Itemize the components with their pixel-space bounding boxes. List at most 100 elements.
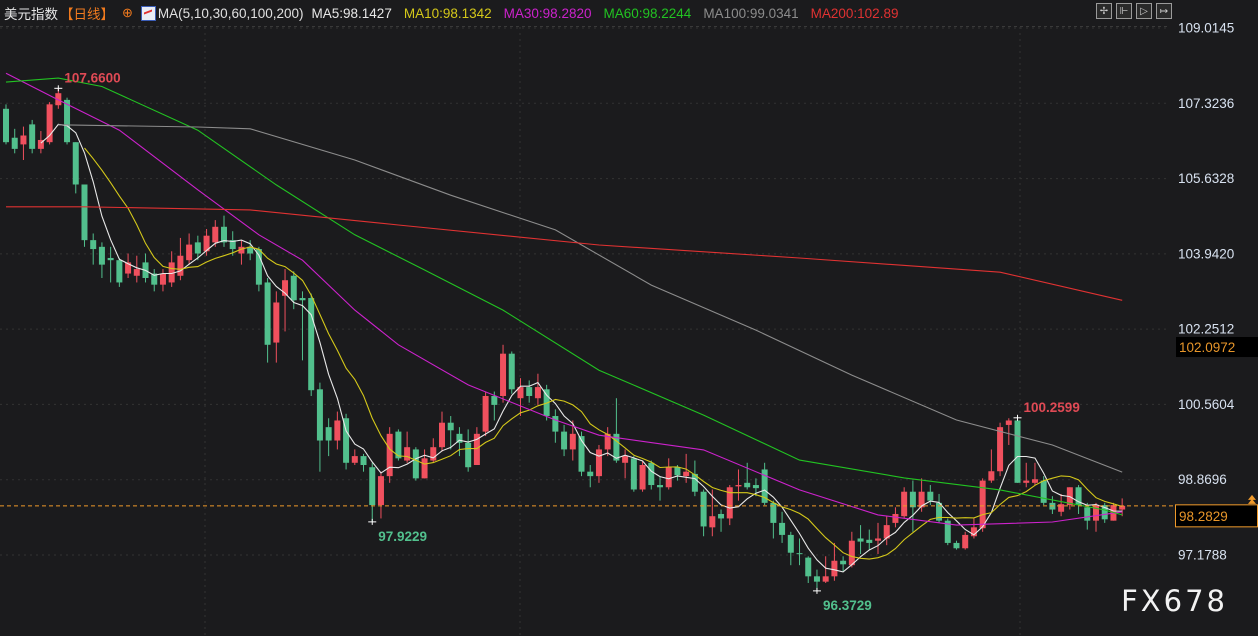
- candle-down: [98, 246, 105, 265]
- high-price-label: 100.2599: [1024, 400, 1080, 415]
- candle-down: [648, 462, 655, 486]
- candle-down: [613, 433, 620, 461]
- candle-up: [735, 485, 742, 487]
- candle-down: [395, 431, 402, 459]
- candle-down: [369, 467, 376, 506]
- chart-header: 美元指数 【日线】 ⊕ MA(5,10,30,60,100,200) MA5:9…: [0, 0, 1090, 26]
- zoom-range-icon[interactable]: ⊩: [1116, 3, 1132, 19]
- candle-down: [1014, 420, 1021, 483]
- candle-up: [186, 244, 193, 261]
- indicator-chart-icon[interactable]: [140, 5, 156, 21]
- candle-down: [299, 298, 306, 301]
- candle-down: [81, 184, 88, 241]
- y-tick-label: 109.0145: [1178, 21, 1234, 36]
- candle-up: [595, 449, 602, 477]
- candle-down: [927, 491, 934, 501]
- candle-up: [683, 471, 690, 477]
- candle-up: [430, 447, 437, 461]
- candle-up: [534, 387, 541, 399]
- candle-down: [936, 502, 943, 521]
- candle-up: [1031, 479, 1038, 483]
- candle-down: [3, 108, 9, 143]
- candle-down: [796, 553, 803, 555]
- candle-down: [90, 240, 97, 250]
- candle-down: [909, 491, 916, 508]
- candle-up: [377, 476, 384, 506]
- candle-up: [726, 487, 733, 519]
- candle-down: [1075, 487, 1082, 506]
- high-price-label: 107.6600: [64, 70, 120, 85]
- candle-down: [813, 576, 820, 582]
- candle-down: [255, 249, 262, 285]
- candle-down: [578, 436, 585, 472]
- candle-up: [875, 538, 881, 541]
- chart-toolbar: ✢ ⊩ ▷ ↦: [1096, 3, 1172, 19]
- candle-down: [116, 260, 123, 283]
- candle-up: [848, 540, 855, 566]
- move-right-icon[interactable]: ↦: [1156, 3, 1172, 19]
- candle-down: [561, 431, 568, 450]
- candle-down: [840, 560, 847, 565]
- candle-up: [500, 353, 507, 396]
- ma-indicator-label[interactable]: MA(5,10,30,60,100,200): [157, 5, 304, 21]
- candle-up: [46, 104, 53, 143]
- candle-up: [962, 534, 969, 549]
- candle-down: [953, 542, 960, 549]
- ma-value-2: MA30:98.2820: [503, 5, 592, 21]
- watermark: FX678: [1121, 584, 1228, 618]
- candle-up: [212, 226, 219, 243]
- candle-up: [334, 420, 341, 441]
- low-price-label: 97.9229: [378, 529, 427, 544]
- crosshair-icon[interactable]: ✢: [1096, 3, 1112, 19]
- candle-up: [665, 467, 672, 488]
- price-up-arrow-icon: [1248, 494, 1256, 504]
- candle-up: [997, 427, 1004, 472]
- ma-line-ma200: [6, 206, 1123, 301]
- candle-down: [316, 389, 323, 441]
- candle-down: [508, 353, 515, 390]
- candle-down: [944, 520, 951, 543]
- y-tick-label: 105.6328: [1178, 171, 1234, 186]
- crosshair-target-icon[interactable]: ⊕: [122, 5, 133, 20]
- candle-up: [37, 139, 44, 149]
- candle-down: [1084, 507, 1091, 521]
- candle-up: [622, 456, 629, 463]
- candle-down: [447, 422, 454, 431]
- candle-up: [125, 262, 132, 274]
- ma-line-ma100: [58, 124, 1123, 473]
- candle-down: [526, 387, 533, 396]
- candle-down: [587, 471, 594, 477]
- candle-up: [351, 456, 358, 463]
- candle-down: [11, 137, 18, 149]
- play-icon[interactable]: ▷: [1136, 3, 1152, 19]
- period-selector[interactable]: 【日线】: [60, 7, 114, 22]
- candle-down: [325, 427, 332, 441]
- y-tick-label: 97.1788: [1178, 548, 1227, 563]
- y-tick-label: 98.8696: [1178, 472, 1227, 487]
- candle-up: [133, 269, 140, 276]
- candle-up: [482, 395, 489, 432]
- candle-up: [831, 560, 838, 577]
- y-tick-label: 103.9420: [1178, 246, 1234, 261]
- ma-value-4: MA100:99.0341: [703, 5, 799, 21]
- candle-down: [779, 522, 786, 535]
- candle-up: [55, 93, 62, 106]
- candle-down: [343, 418, 350, 463]
- ma-values: MA5:98.1427 MA10:98.1342 MA30:98.2820 MA60:…: [312, 6, 911, 21]
- ma-line-ma5: [40, 123, 1123, 573]
- candle-down: [718, 513, 725, 519]
- candle-up: [159, 273, 166, 285]
- candle-down: [107, 257, 114, 261]
- candle-up: [918, 491, 925, 508]
- candle-down: [412, 449, 419, 479]
- candle-up: [883, 525, 890, 539]
- candle-up: [404, 447, 411, 461]
- candle-up: [1023, 480, 1030, 483]
- candle-up: [168, 262, 175, 283]
- candle-down: [194, 242, 201, 254]
- candle-down: [552, 416, 559, 432]
- candle-down: [630, 458, 637, 490]
- candle-down: [761, 469, 768, 503]
- candle-up: [421, 458, 428, 479]
